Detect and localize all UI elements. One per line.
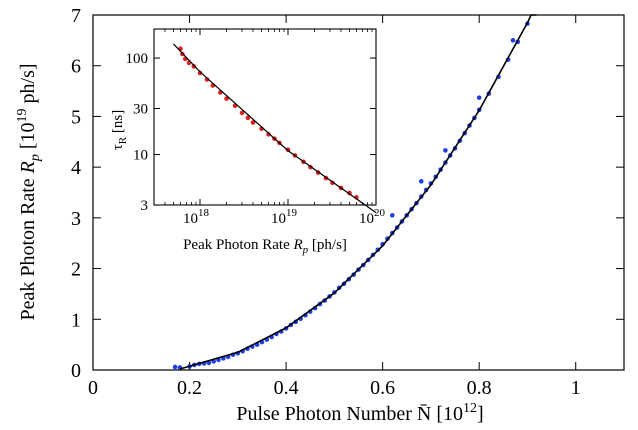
inset-x-tick-label: 1020: [359, 207, 386, 227]
data-point: [172, 364, 178, 370]
inset-y-tick-label: 30: [133, 102, 148, 118]
inset-data-point: [245, 115, 251, 121]
inset-x-tick-label: 1018: [183, 207, 210, 227]
inset-plot-frame: [153, 28, 377, 206]
inset-y-tick-label: 3: [141, 198, 149, 214]
y-tick-label: 6: [71, 56, 81, 78]
x-tick-label: 0.2: [177, 377, 202, 399]
x-axis-label: Pulse Photon Number N̄ [1012]: [236, 401, 483, 425]
inset-data-point: [266, 132, 271, 137]
data-point: [510, 38, 516, 43]
x-tick-label: 0: [88, 377, 98, 399]
inset-data-point: [191, 64, 197, 69]
inset-x-tick-label: 1019: [271, 207, 298, 227]
inset-x-axis-label: Peak Photon Rate Rp [ph/s]: [183, 237, 347, 256]
y-axis-label: Peak Photon Rate Rp [1019 ph/s]: [15, 63, 43, 320]
inset-data-point: [197, 70, 203, 76]
inset-background: [154, 29, 376, 205]
y-tick-label: 5: [71, 106, 81, 128]
inset-fit-curve: [173, 43, 377, 214]
y-tick-label: 3: [71, 208, 81, 230]
data-point: [443, 148, 448, 153]
inset-ticks: 1018 1019 1020 3 10 30 100: [126, 29, 386, 227]
inset-y-tick-label: 100: [126, 51, 149, 67]
main-plot-frame: [92, 14, 625, 371]
x-tick-label: 0.8: [467, 377, 492, 399]
inset-data-point: [250, 120, 256, 125]
inset-data-point: [239, 110, 245, 116]
y-tick-label: 2: [71, 259, 81, 281]
inset-y-tick-label: 10: [133, 148, 148, 164]
main-fit-curve: [179, 14, 537, 370]
x-tick-label: 0.6: [370, 377, 395, 399]
y-tick-label: 4: [71, 157, 81, 179]
inset-data-point: [224, 96, 229, 101]
data-point: [418, 179, 424, 184]
y-tick-label: 0: [71, 360, 81, 382]
x-tick-label: 0.4: [274, 377, 299, 399]
x-tick-label: 1: [571, 377, 581, 399]
y-tick-label: 7: [71, 5, 81, 27]
inset-y-axis-label: τR [ns]: [110, 110, 129, 150]
y-tick-label: 1: [71, 309, 81, 331]
data-point: [476, 95, 482, 100]
data-point: [389, 213, 395, 218]
